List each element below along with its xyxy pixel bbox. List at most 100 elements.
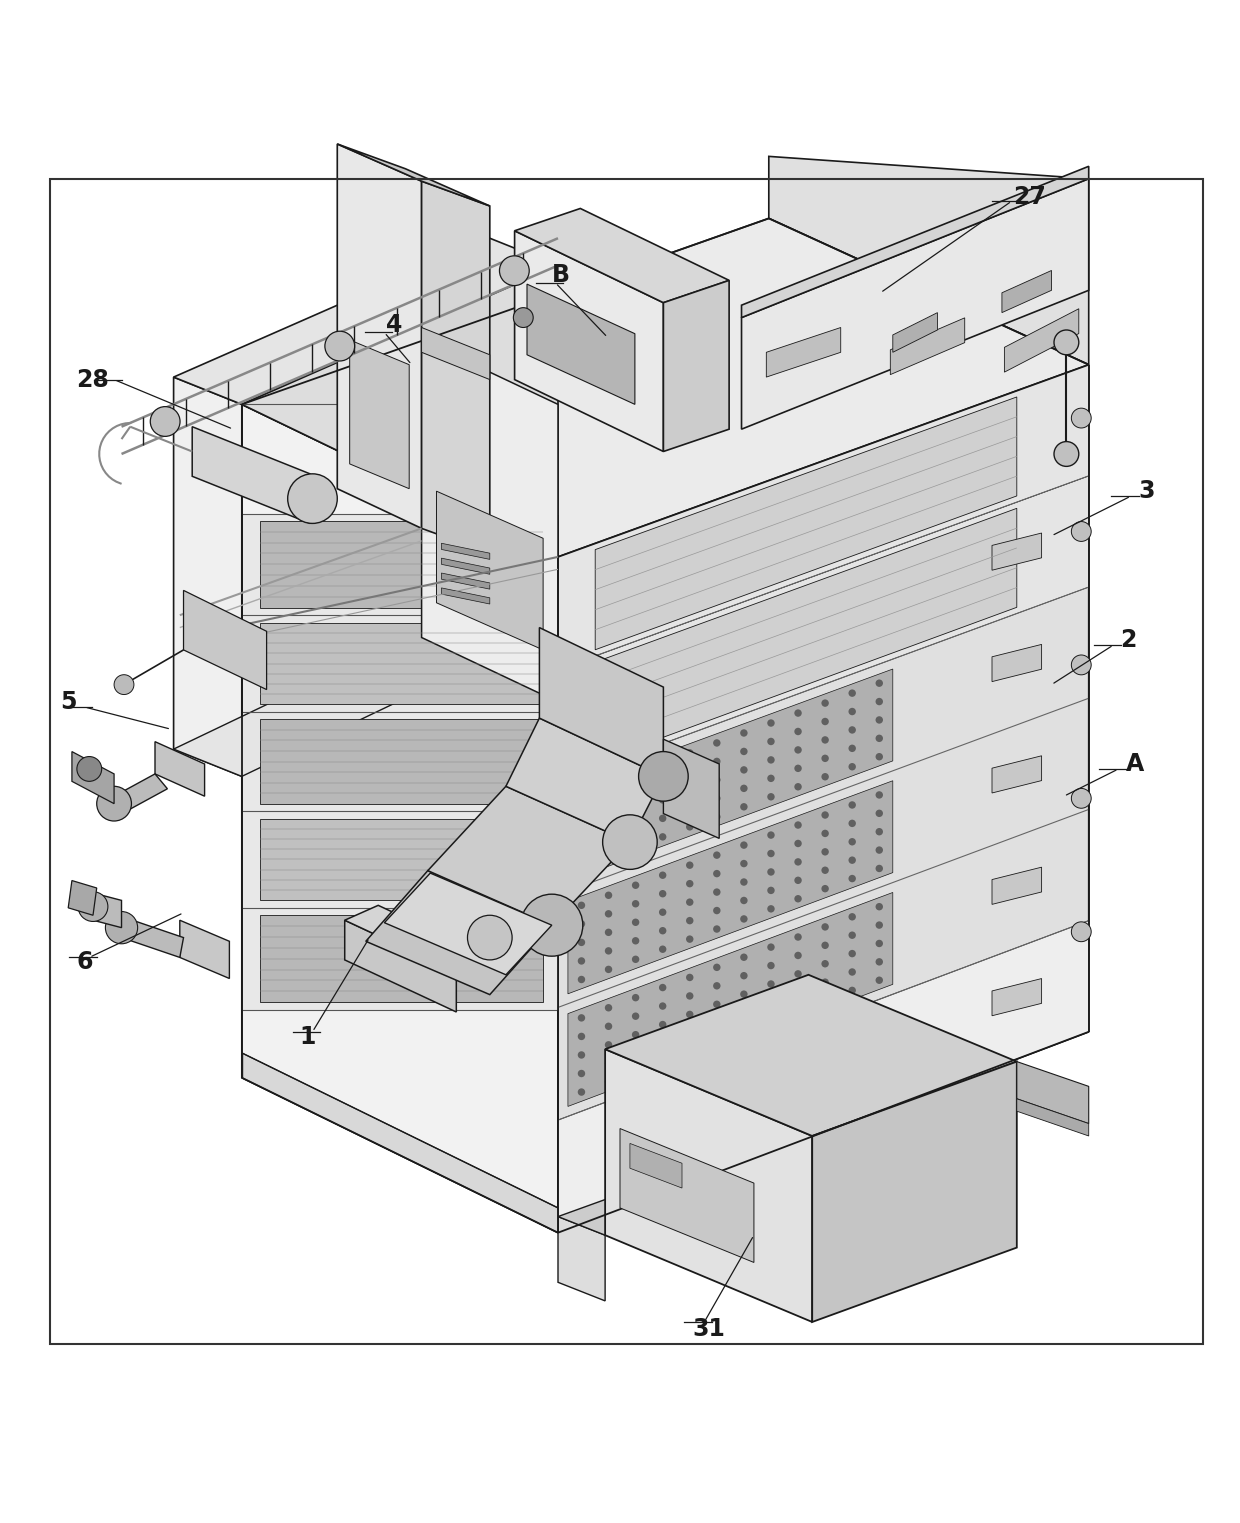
Circle shape bbox=[288, 474, 337, 524]
Circle shape bbox=[795, 970, 802, 978]
Circle shape bbox=[768, 905, 775, 912]
Circle shape bbox=[658, 909, 666, 915]
Circle shape bbox=[1071, 408, 1091, 428]
Circle shape bbox=[605, 1042, 613, 1048]
Polygon shape bbox=[260, 719, 543, 804]
Polygon shape bbox=[155, 742, 205, 797]
Polygon shape bbox=[114, 774, 167, 812]
Circle shape bbox=[578, 864, 585, 871]
Circle shape bbox=[768, 943, 775, 950]
Circle shape bbox=[686, 822, 693, 830]
Polygon shape bbox=[184, 591, 267, 690]
Polygon shape bbox=[1017, 1098, 1089, 1136]
Circle shape bbox=[768, 868, 775, 876]
Circle shape bbox=[821, 978, 828, 985]
Polygon shape bbox=[515, 231, 663, 451]
Circle shape bbox=[513, 308, 533, 327]
Circle shape bbox=[768, 886, 775, 894]
Circle shape bbox=[1054, 330, 1079, 355]
Circle shape bbox=[114, 675, 134, 694]
Polygon shape bbox=[422, 340, 558, 702]
Circle shape bbox=[605, 891, 613, 899]
Polygon shape bbox=[568, 892, 893, 1106]
Polygon shape bbox=[337, 145, 422, 528]
Polygon shape bbox=[992, 644, 1042, 682]
Polygon shape bbox=[242, 405, 558, 1232]
Circle shape bbox=[605, 798, 613, 806]
Polygon shape bbox=[558, 1068, 1017, 1235]
Circle shape bbox=[639, 751, 688, 801]
Circle shape bbox=[740, 897, 748, 905]
Circle shape bbox=[605, 816, 613, 824]
Circle shape bbox=[821, 754, 828, 762]
Circle shape bbox=[686, 804, 693, 812]
Polygon shape bbox=[174, 238, 558, 405]
Circle shape bbox=[578, 845, 585, 851]
Circle shape bbox=[740, 1008, 748, 1016]
Polygon shape bbox=[242, 1052, 558, 1232]
Polygon shape bbox=[595, 509, 1017, 763]
Circle shape bbox=[658, 1058, 666, 1065]
Circle shape bbox=[467, 915, 512, 959]
Polygon shape bbox=[366, 871, 552, 995]
Circle shape bbox=[848, 932, 856, 938]
Circle shape bbox=[875, 958, 883, 966]
Polygon shape bbox=[260, 818, 543, 900]
Circle shape bbox=[686, 1048, 693, 1055]
Circle shape bbox=[658, 984, 666, 991]
Circle shape bbox=[821, 941, 828, 949]
Circle shape bbox=[713, 757, 720, 765]
Circle shape bbox=[632, 1049, 640, 1057]
Circle shape bbox=[740, 860, 748, 867]
Circle shape bbox=[578, 825, 585, 833]
Circle shape bbox=[848, 950, 856, 958]
Circle shape bbox=[1071, 521, 1091, 541]
Polygon shape bbox=[345, 920, 456, 1011]
Circle shape bbox=[78, 891, 108, 921]
Circle shape bbox=[740, 1028, 748, 1034]
Circle shape bbox=[795, 783, 802, 790]
Polygon shape bbox=[345, 905, 490, 972]
Circle shape bbox=[632, 900, 640, 908]
Circle shape bbox=[740, 841, 748, 848]
Circle shape bbox=[658, 871, 666, 879]
Circle shape bbox=[632, 824, 640, 832]
Polygon shape bbox=[242, 812, 558, 908]
Circle shape bbox=[795, 934, 802, 941]
Circle shape bbox=[521, 894, 583, 956]
Circle shape bbox=[821, 867, 828, 874]
Polygon shape bbox=[558, 364, 1089, 670]
Circle shape bbox=[875, 865, 883, 873]
Polygon shape bbox=[630, 1144, 682, 1188]
Circle shape bbox=[795, 952, 802, 959]
Circle shape bbox=[605, 835, 613, 842]
Circle shape bbox=[713, 964, 720, 972]
Circle shape bbox=[795, 1007, 802, 1014]
Polygon shape bbox=[558, 920, 1089, 1232]
Circle shape bbox=[740, 972, 748, 979]
Polygon shape bbox=[595, 398, 1017, 650]
Circle shape bbox=[821, 774, 828, 780]
Circle shape bbox=[713, 1019, 720, 1027]
Circle shape bbox=[795, 765, 802, 772]
Polygon shape bbox=[506, 719, 663, 842]
Circle shape bbox=[821, 923, 828, 931]
Polygon shape bbox=[620, 1129, 754, 1263]
Circle shape bbox=[768, 719, 775, 726]
Circle shape bbox=[105, 912, 138, 944]
Circle shape bbox=[875, 752, 883, 760]
Circle shape bbox=[768, 757, 775, 763]
Circle shape bbox=[658, 797, 666, 804]
Text: 27: 27 bbox=[1013, 186, 1045, 209]
Circle shape bbox=[632, 844, 640, 851]
Circle shape bbox=[848, 726, 856, 734]
Polygon shape bbox=[558, 475, 1089, 783]
Text: 2: 2 bbox=[1120, 627, 1137, 652]
Text: 1: 1 bbox=[299, 1025, 316, 1049]
Circle shape bbox=[821, 812, 828, 819]
Text: 4: 4 bbox=[386, 314, 403, 337]
Circle shape bbox=[821, 736, 828, 743]
Polygon shape bbox=[558, 1217, 605, 1301]
Circle shape bbox=[875, 734, 883, 742]
Circle shape bbox=[875, 940, 883, 947]
